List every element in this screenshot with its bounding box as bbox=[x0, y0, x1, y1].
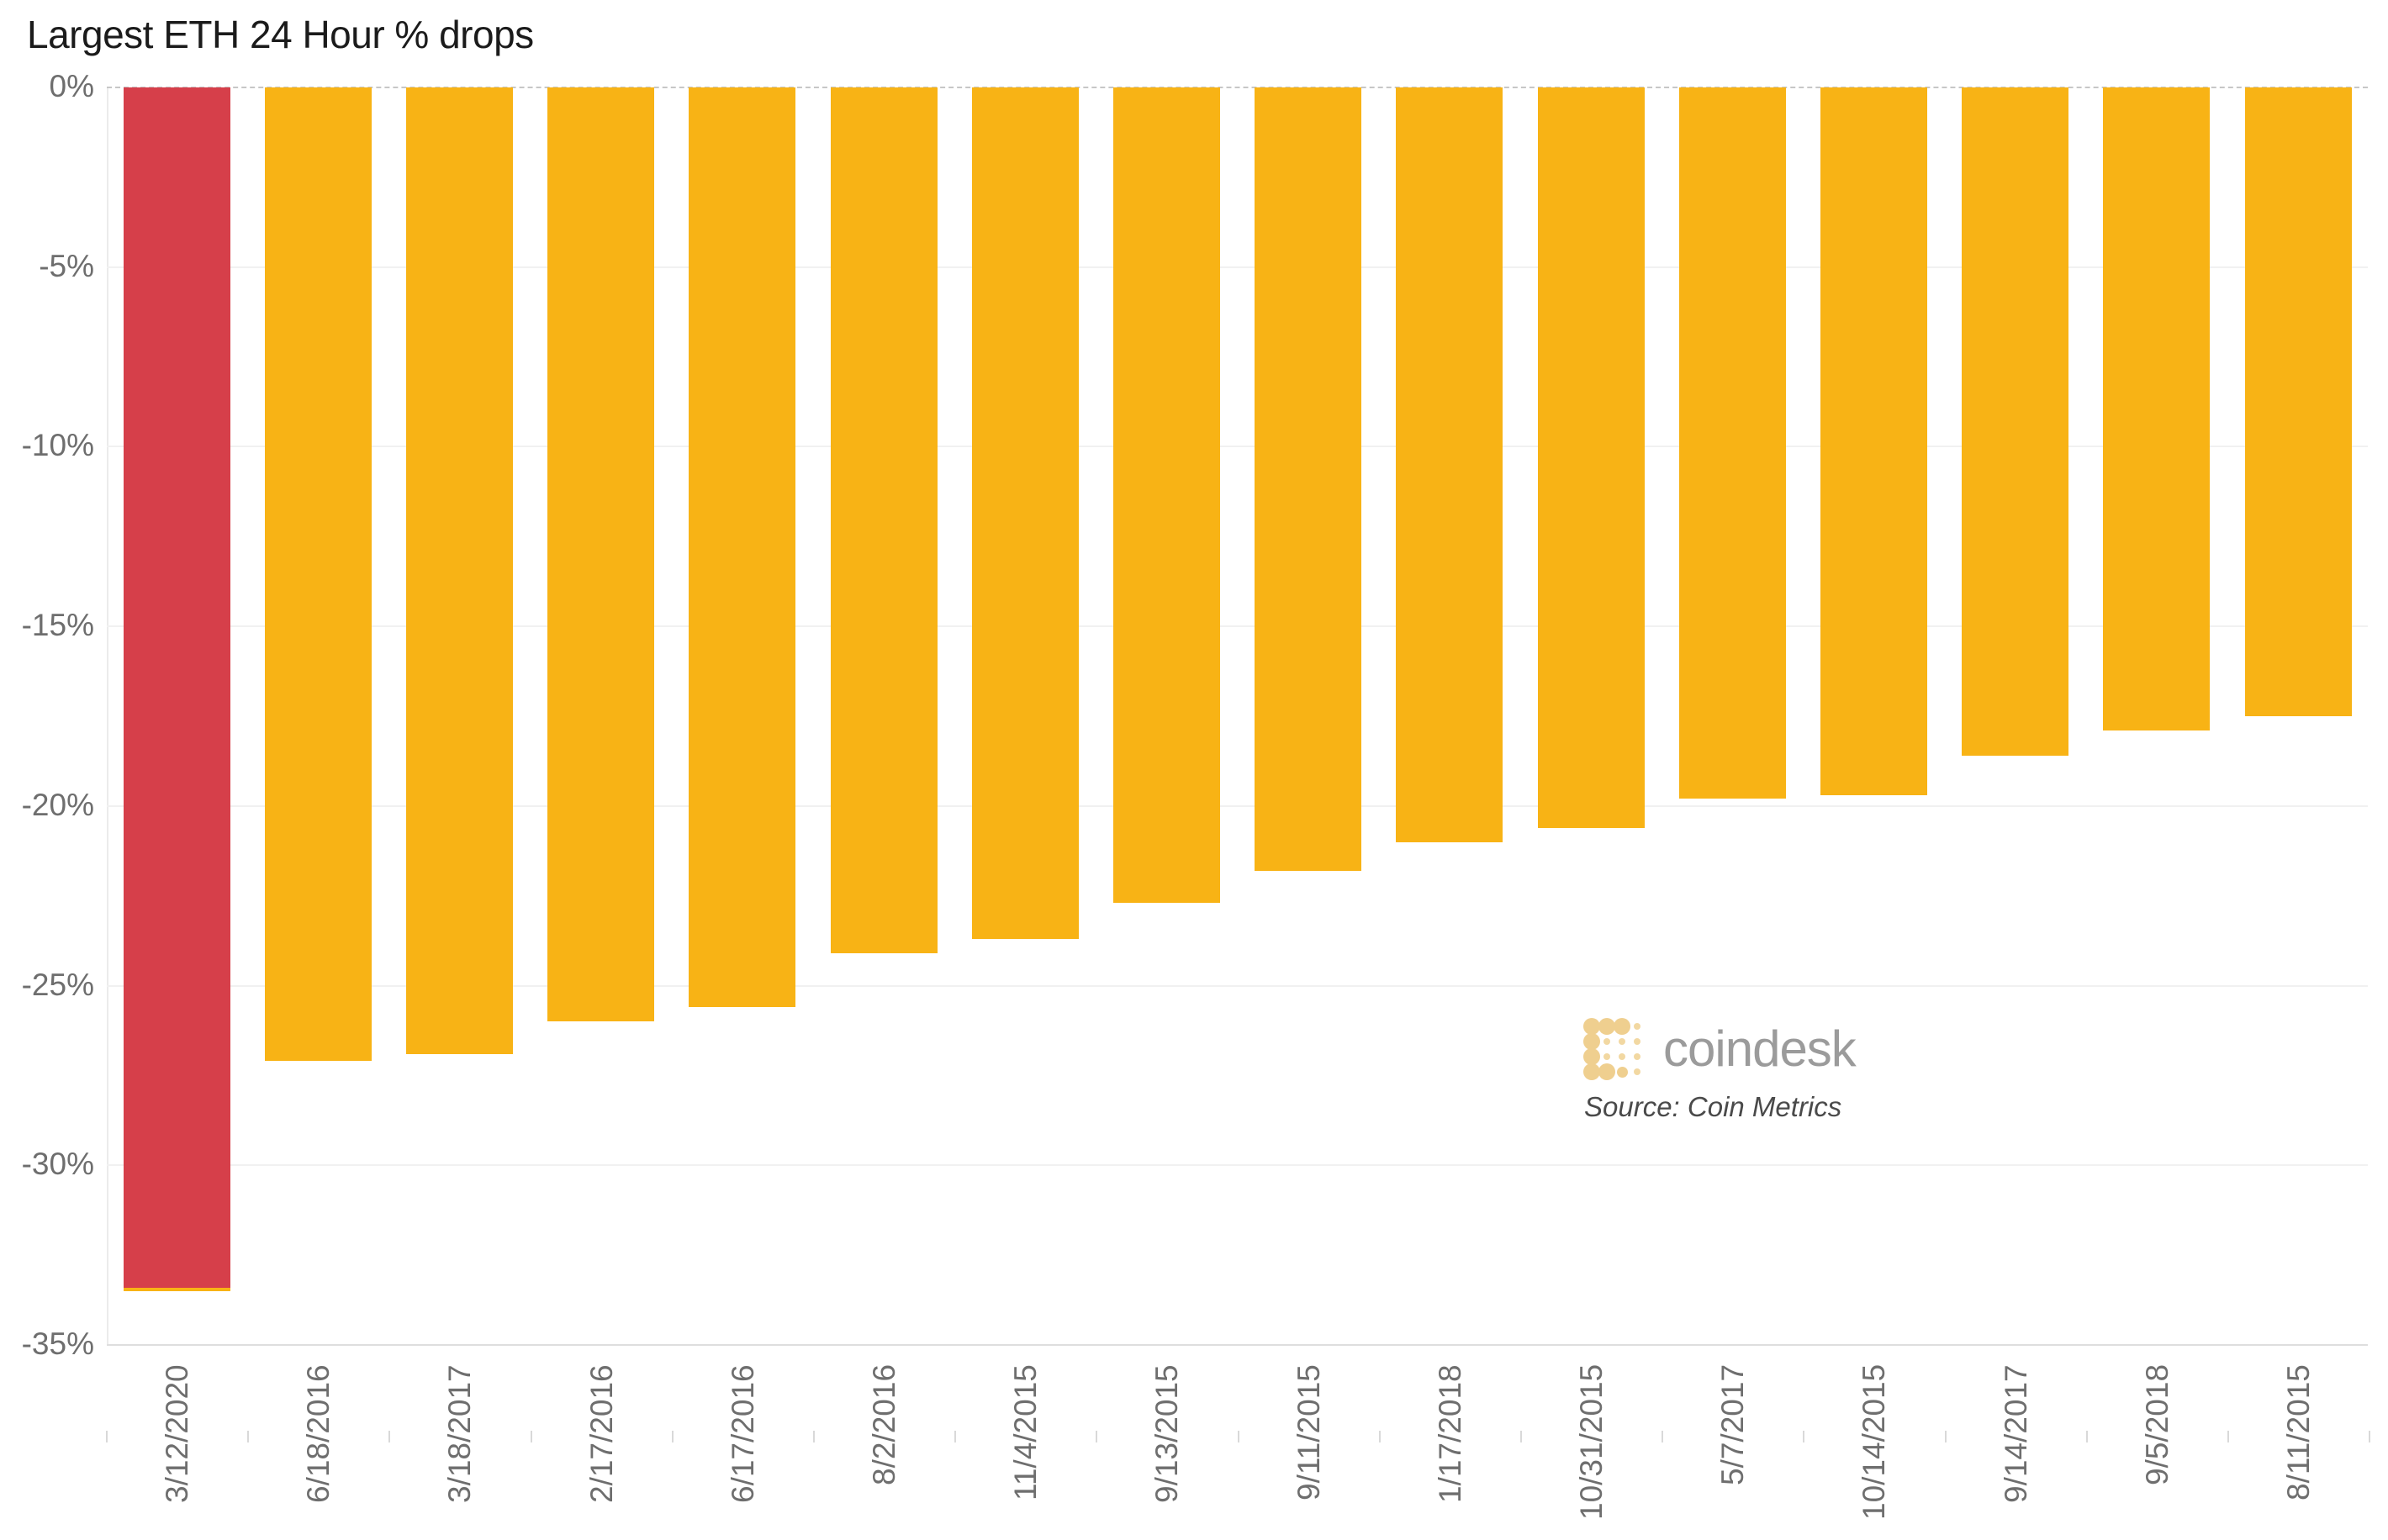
x-tick bbox=[1378, 1431, 1381, 1442]
x-tick-label: 8/2/2016 bbox=[867, 1364, 901, 1486]
x-tick bbox=[247, 1431, 250, 1442]
logo-dot bbox=[1619, 1038, 1625, 1045]
x-tick-label: 10/14/2015 bbox=[1857, 1364, 1892, 1521]
chart-title: Largest ETH 24 Hour % drops bbox=[27, 13, 534, 56]
coindesk-logo-text: coindesk bbox=[1663, 1021, 1857, 1077]
bar bbox=[2244, 87, 2352, 716]
x-tick bbox=[2085, 1431, 2088, 1442]
y-tick-label: -30% bbox=[21, 1147, 94, 1182]
x-tick-label: 11/4/2015 bbox=[1008, 1364, 1043, 1500]
y-tick-label: -5% bbox=[39, 248, 94, 283]
x-tick bbox=[1096, 1431, 1098, 1442]
x-tick-label: 1/17/2018 bbox=[1432, 1364, 1467, 1503]
x-tick bbox=[813, 1431, 815, 1442]
x-tick bbox=[954, 1431, 957, 1442]
x-tick-label: 6/17/2016 bbox=[725, 1364, 760, 1503]
bar bbox=[1396, 87, 1503, 842]
gridline bbox=[107, 266, 2368, 268]
bar bbox=[547, 87, 655, 1022]
bar bbox=[1820, 87, 1927, 796]
bar bbox=[830, 87, 938, 954]
logo-dot bbox=[1634, 1068, 1640, 1075]
x-tick-label: 10/31/2015 bbox=[1574, 1364, 1609, 1521]
bar bbox=[689, 87, 796, 1008]
y-tick-label: -25% bbox=[21, 967, 94, 1002]
bar bbox=[1112, 87, 1220, 904]
bar bbox=[405, 87, 513, 1054]
logo-dot bbox=[1634, 1038, 1640, 1045]
logo-dot bbox=[1614, 1018, 1630, 1035]
x-tick bbox=[2369, 1431, 2371, 1442]
y-tick-label: -10% bbox=[21, 428, 94, 463]
y-tick-label: -15% bbox=[21, 608, 94, 643]
logo-dot bbox=[1583, 1063, 1600, 1080]
coindesk-logo-icon bbox=[1583, 1018, 1645, 1080]
x-tick bbox=[1803, 1431, 1805, 1442]
bar bbox=[2103, 87, 2211, 731]
x-tick-label: 9/5/2018 bbox=[2139, 1364, 2174, 1486]
x-tick-label: 3/18/2017 bbox=[442, 1364, 478, 1503]
bar bbox=[1537, 87, 1645, 828]
plot-area bbox=[106, 87, 2371, 1442]
y-tick-label: -20% bbox=[21, 787, 94, 822]
bar bbox=[1678, 87, 1786, 799]
logo-dot bbox=[1583, 1018, 1600, 1035]
logo-dot bbox=[1634, 1023, 1640, 1030]
x-tick bbox=[1520, 1431, 1522, 1442]
coindesk-logo-row: coindesk bbox=[1583, 1018, 1971, 1080]
x-tick-label: 3/12/2020 bbox=[160, 1364, 194, 1503]
y-tick-label: -35% bbox=[21, 1326, 94, 1361]
gridline bbox=[107, 1344, 2368, 1346]
bar bbox=[1962, 87, 2069, 757]
logo-dot bbox=[1634, 1053, 1640, 1060]
bar bbox=[971, 87, 1079, 939]
logo-dot bbox=[1603, 1053, 1610, 1060]
zero-gridline bbox=[107, 87, 2368, 88]
logo-dot bbox=[1603, 1038, 1610, 1045]
x-tick bbox=[1237, 1431, 1239, 1442]
y-axis-line bbox=[107, 87, 108, 1344]
x-tick bbox=[671, 1431, 674, 1442]
gridline bbox=[107, 1164, 2368, 1167]
logo-dot bbox=[1583, 1048, 1600, 1065]
bar bbox=[1255, 87, 1362, 871]
coindesk-logo: coindesk Source: Coin Metrics bbox=[1583, 1018, 1971, 1123]
x-tick-label: 2/17/2016 bbox=[584, 1364, 619, 1503]
x-tick bbox=[530, 1431, 532, 1442]
logo-dot bbox=[1616, 1066, 1628, 1078]
gridline bbox=[107, 984, 2368, 987]
logo-dot bbox=[1619, 1053, 1625, 1060]
x-tick bbox=[2227, 1431, 2229, 1442]
x-tick-label: 9/13/2015 bbox=[1149, 1364, 1185, 1503]
x-tick bbox=[106, 1431, 108, 1442]
bar-highlight-overlay bbox=[123, 87, 230, 1288]
x-tick-label: 9/11/2015 bbox=[1291, 1364, 1326, 1500]
gridline bbox=[107, 804, 2368, 807]
x-tick-label: 8/11/2015 bbox=[2281, 1364, 2316, 1500]
gridline bbox=[107, 625, 2368, 628]
x-tick bbox=[1944, 1431, 1947, 1442]
x-tick-label: 5/7/2017 bbox=[1715, 1364, 1751, 1486]
x-tick-label: 9/14/2017 bbox=[1998, 1364, 2033, 1503]
source-note: Source: Coin Metrics bbox=[1584, 1091, 1842, 1122]
gridline bbox=[107, 446, 2368, 448]
bar bbox=[264, 87, 372, 1062]
logo-dot bbox=[1598, 1018, 1615, 1035]
logo-dot bbox=[1598, 1063, 1615, 1080]
x-tick bbox=[1662, 1431, 1664, 1442]
y-tick-label: 0% bbox=[49, 69, 94, 103]
x-tick-label: 6/18/2016 bbox=[301, 1364, 336, 1503]
logo-dot bbox=[1583, 1033, 1600, 1050]
bar bbox=[123, 87, 230, 1291]
x-tick bbox=[388, 1431, 391, 1442]
